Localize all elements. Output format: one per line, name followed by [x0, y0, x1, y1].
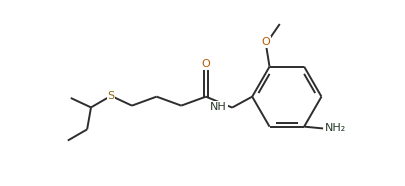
Text: NH₂: NH₂ — [324, 124, 345, 134]
Text: O: O — [201, 59, 210, 69]
Text: S: S — [107, 91, 114, 101]
Text: NH: NH — [209, 102, 226, 112]
Text: O: O — [261, 37, 270, 47]
